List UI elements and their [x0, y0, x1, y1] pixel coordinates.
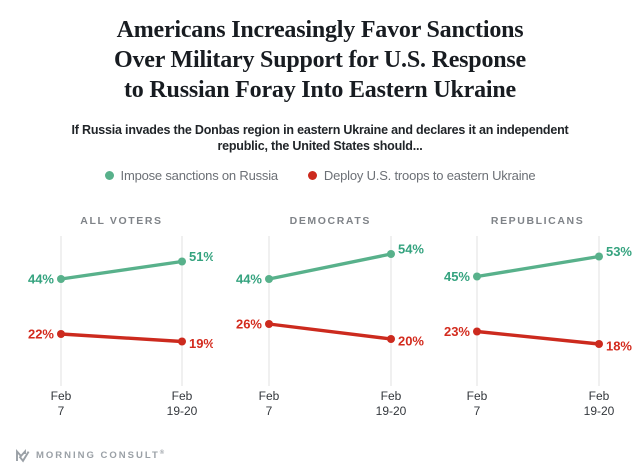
morning-consult-logo-icon	[16, 449, 30, 463]
x-tick-label: 7	[266, 404, 273, 418]
chart-legend: Impose sanctions on Russia Deploy U.S. t…	[0, 168, 640, 183]
x-tick-label: 19-20	[167, 404, 198, 418]
value-label: 44%	[28, 272, 54, 287]
value-label: 22%	[28, 326, 54, 341]
value-label: 53%	[606, 244, 632, 259]
brand-footer: MORNING CONSULT®	[15, 448, 166, 463]
series-line	[474, 329, 601, 346]
series-line	[267, 322, 394, 341]
value-label: 20%	[398, 333, 424, 348]
series-line	[59, 259, 184, 281]
x-tick-label: Feb	[172, 389, 193, 403]
data-point	[594, 339, 603, 348]
legend-item-troops: Deploy U.S. troops to eastern Ukraine	[307, 168, 536, 183]
legend-dot-red-icon	[307, 171, 317, 180]
value-label: 51%	[189, 249, 213, 264]
chart-title-line-1: Americans Increasingly Favor Sanctions	[116, 17, 524, 43]
chart-panel-republicans: REPUBLICANS 45% 53% 23% 18% Feb 7 Feb 19-20	[427, 215, 640, 424]
series-line	[59, 332, 184, 344]
chart-title-line-2: Over Military Support for U.S. Response	[114, 47, 526, 73]
x-tick-label: 7	[58, 404, 65, 418]
series-line	[267, 252, 394, 281]
data-point	[265, 320, 274, 328]
x-tick-label: 7	[473, 404, 480, 418]
trademark-symbol: ®	[159, 450, 167, 456]
data-point	[387, 250, 396, 259]
x-tick-label: Feb	[51, 389, 72, 403]
x-tick-label: Feb	[466, 389, 487, 403]
value-label: 23%	[444, 324, 470, 339]
legend-dot-green-icon	[104, 171, 114, 180]
data-point	[56, 330, 65, 338]
value-label: 45%	[444, 269, 470, 284]
data-point	[472, 327, 481, 336]
data-point	[177, 337, 186, 346]
panel-title: REPUBLICANS	[490, 215, 585, 227]
panel-title: DEMOCRATS	[289, 215, 371, 227]
brand-name: MORNING CONSULT®	[36, 450, 167, 461]
x-tick-label: 19-20	[583, 404, 614, 418]
data-point	[594, 252, 603, 261]
value-label: 26%	[236, 317, 262, 332]
series-line	[474, 254, 601, 279]
chart-title: Americans Increasingly Favor Sanctions O…	[0, 0, 640, 105]
panels-row: ALL VOTERS 44% 51% 22% 19% Feb 7 Feb 19-20 DEMOCR…	[0, 215, 640, 424]
value-label: 19%	[189, 336, 213, 351]
x-tick-label: Feb	[588, 389, 609, 403]
legend-label: Deploy U.S. troops to eastern Ukraine	[323, 168, 536, 183]
legend-label: Impose sanctions on Russia	[120, 168, 279, 183]
value-label: 54%	[398, 242, 424, 257]
chart-title-line-3: to Russian Foray Into Eastern Ukraine	[124, 77, 516, 103]
legend-item-sanctions: Impose sanctions on Russia	[104, 168, 279, 183]
value-label: 44%	[236, 272, 262, 287]
data-point	[387, 334, 396, 343]
x-tick-label: Feb	[381, 389, 402, 403]
x-tick-label: Feb	[259, 389, 280, 403]
panel-title: ALL VOTERS	[80, 215, 163, 227]
data-point	[177, 257, 186, 266]
data-point	[265, 275, 274, 284]
survey-question: If Russia invades the Donbas region in e…	[0, 122, 640, 154]
x-tick-label: 19-20	[376, 404, 407, 418]
survey-question-line-2: republic, the United States should...	[217, 139, 423, 153]
value-label: 18%	[606, 338, 632, 353]
survey-question-line-1: If Russia invades the Donbas region in e…	[71, 123, 569, 137]
chart-panel-all-voters: ALL VOTERS 44% 51% 22% 19% Feb 7 Feb 19-20	[0, 215, 213, 424]
data-point	[56, 275, 65, 284]
chart-panel-democrats: DEMOCRATS 44% 54% 26% 20% Feb 7 Feb 19-20	[213, 215, 426, 424]
data-point	[472, 272, 481, 281]
